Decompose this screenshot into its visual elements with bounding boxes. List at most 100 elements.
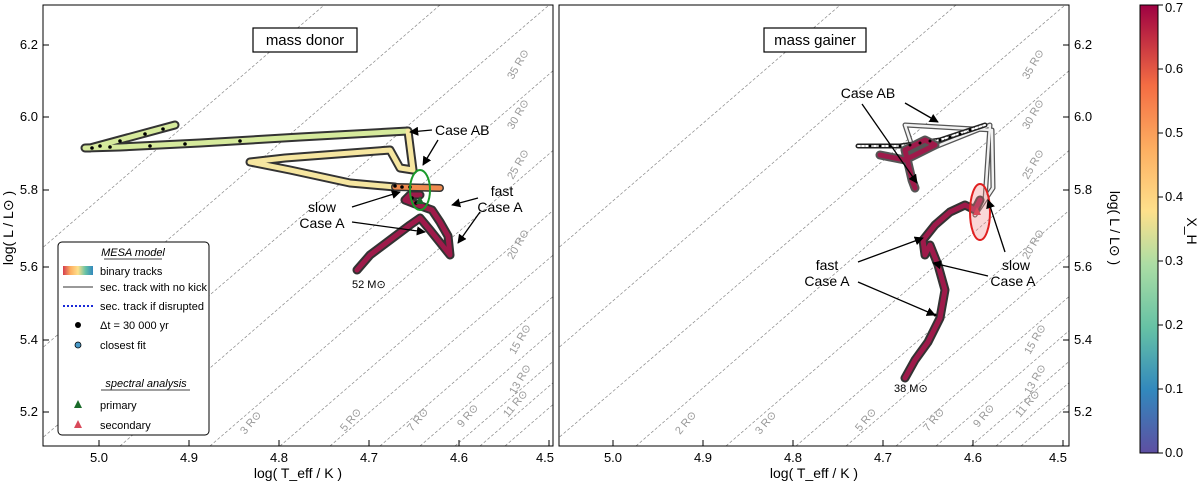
colorbar-tick-labels: 0.0 0.1 0.2 0.3 0.4 0.5 0.6 0.7 [1165,0,1183,460]
panel-title-left: mass donor [266,32,344,49]
iso-label: 7 R⊙ [405,406,431,434]
iso-label: 7 R⊙ [921,406,947,434]
iso-label: 13 R⊙ [1022,362,1049,396]
annotation-slow-case-a-right: slow [1002,257,1031,273]
annotation-slow-case-a-right-2: Case A [990,273,1036,289]
left-axes-frame [42,4,554,447]
ytick-label: 5.6 [20,259,38,274]
xtick-label: 4.8 [784,450,802,465]
left-axis-ticks [43,44,550,446]
track-yellow-caseab [247,128,416,190]
colorbar-tick-label: 0.6 [1165,61,1183,76]
legend: MESA model binary tracks sec. track with… [57,241,210,436]
xtick-label: 4.6 [964,450,982,465]
xtick-label: 4.7 [360,450,378,465]
legend-item: primary [100,400,137,412]
annotation-slow-case-a-left-2: Case A [299,215,345,231]
right-ylabel: log( L / L⊙ ) [1107,191,1123,265]
iso-label: 35 R⊙ [505,47,532,81]
legend-item: sec. track if disrupted [100,301,204,313]
left-xlabel: log( T_eff / K ) [254,465,342,481]
colorbar-tick-label: 0.7 [1165,0,1183,15]
annotation-fast-case-a-right-2: Case A [804,273,850,289]
right-tracks [855,122,996,383]
iso-label: 20 R⊙ [505,227,532,261]
iso-radius-labels-right: 2 R⊙ 3 R⊙ 5 R⊙ 7 R⊙ 9 R⊙ 11 R⊙ 13 R⊙ 15 … [673,47,1049,437]
ytick-label: 5.2 [1074,404,1092,419]
colorbar-tick-label: 0.1 [1165,381,1183,396]
colorbar-gradient [1139,4,1159,454]
xtick-label: 4.5 [1049,450,1067,465]
right-arrows [857,102,1006,316]
title-box-left [252,27,358,53]
xtick-label: 4.6 [450,450,468,465]
annotation-fast-case-a-right: fast [816,257,839,273]
track-gainer [902,197,983,381]
iso-label: 5 R⊙ [338,406,364,434]
iso-label: 30 R⊙ [505,97,532,131]
ytick-label: 5.2 [20,404,38,419]
iso-label: 3 R⊙ [238,409,264,437]
xtick-label: 4.7 [874,450,892,465]
iso-label: 9 R⊙ [455,402,481,430]
iso-label: 2 R⊙ [673,409,699,437]
iso-label: 3 R⊙ [753,409,779,437]
right-panel: 5.0 4.9 4.8 4.7 4.6 4.5 5.2 5.4 5.6 5.8 … [558,4,1123,481]
left-tracks [80,120,455,275]
closest-fit-ellipse-green [409,169,431,211]
right-ytick-labels: 5.2 5.4 5.6 5.8 6.0 6.2 [1074,37,1092,419]
ytick-label: 6.0 [1074,109,1092,124]
iso-label: 13 R⊙ [507,362,534,396]
colorbar-ticks [1158,4,1163,454]
xtick-label: 4.9 [694,450,712,465]
colorbar-tick-label: 0.3 [1165,253,1183,268]
legend-gradient-swatch [63,266,93,275]
ytick-label: 5.4 [20,332,38,347]
ytick-label: 5.8 [1074,182,1092,197]
iso-label: 15 R⊙ [1022,322,1049,356]
closest-fit-ellipse-red [969,183,991,241]
colorbar-tick-label: 0.4 [1165,189,1183,204]
legend-item: closest fit [100,340,146,352]
timestep-dots-left [90,127,418,205]
colorbar-tick-label: 0.0 [1165,445,1183,460]
panel-title-right: mass gainer [774,32,856,49]
annotation-mass-right: 38 M⊙ [894,383,928,395]
right-xtick-labels: 5.0 4.9 4.8 4.7 4.6 4.5 [604,450,1067,465]
iso-label: 9 R⊙ [971,402,997,430]
annotation-mass-left: 52 M⊙ [352,279,386,291]
annotation-slow-case-a-left: slow [308,199,337,215]
iso-label: 25 R⊙ [505,147,532,181]
xtick-label: 5.0 [604,450,622,465]
right-axis-ticks [612,44,1069,446]
ytick-label: 5.6 [1074,259,1092,274]
iso-label: 15 R⊙ [507,322,534,356]
colorbar-tick-label: 0.2 [1165,317,1183,332]
annotation-case-ab-left: Case AB [435,122,489,138]
ytick-label: 6.0 [20,109,38,124]
left-ylabel: log( L / L⊙ ) [0,191,16,265]
track-green-stripped [82,122,411,151]
secondary-marker [973,207,981,215]
legend-title: MESA model [101,247,165,259]
colorbar-tick-label: 0.5 [1165,125,1183,140]
ytick-label: 5.8 [20,182,38,197]
xtick-label: 4.9 [180,450,198,465]
iso-label: 5 R⊙ [853,406,879,434]
colorbar-label: X_H [1184,217,1200,244]
ytick-label: 5.4 [1074,332,1092,347]
iso-label: 35 R⊙ [1020,47,1047,81]
annotation-case-ab-right: Case AB [841,85,895,101]
left-arrows [351,126,481,244]
right-annotations: Case AB slow Case A fast Case A 38 M⊙ [804,85,1036,395]
colorbar: 0.0 0.1 0.2 0.3 0.4 0.5 0.6 0.7 X_H [1139,0,1200,460]
annotation-fast-case-a-left-2: Case A [477,199,523,215]
legend-item: sec. track with no kick [100,282,207,294]
left-ytick-labels: 5.2 5.4 5.6 5.8 6.0 6.2 [20,37,38,419]
xtick-label: 5.0 [90,450,108,465]
left-xtick-labels: 5.0 4.9 4.8 4.7 4.6 4.5 [90,450,554,465]
primary-marker [416,196,424,204]
ytick-label: 6.2 [20,37,38,52]
left-annotations: Case AB slow Case A fast Case A 52 M⊙ [299,122,523,291]
